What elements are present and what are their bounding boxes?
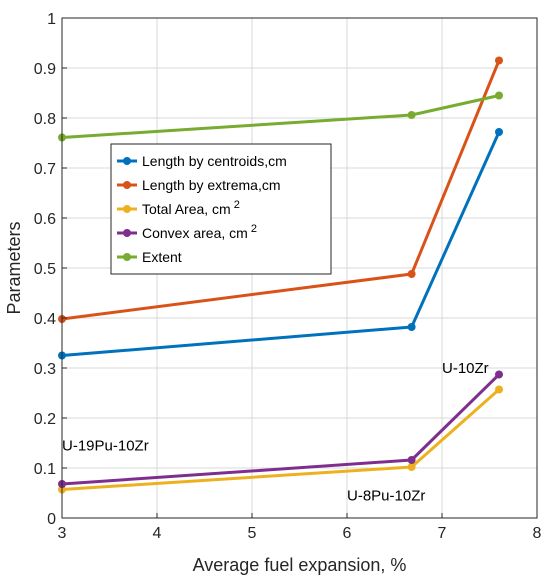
legend-item: Length by centroids,cm: [117, 153, 287, 169]
series-3: [58, 370, 503, 488]
data-point: [495, 128, 503, 136]
ticks: 3 4 5 6 7 8 0 0.1 0.2 0.3 0.4 0.5 0.6 0.7 0.8 0.9 1: [34, 11, 542, 542]
y-tick-label: 1: [47, 11, 56, 28]
y-tick-label: 0: [47, 511, 56, 528]
legend-label: Length by centroids,cm: [142, 153, 287, 169]
x-tick-label: 6: [343, 525, 352, 542]
x-tick-label: 8: [533, 525, 542, 542]
legend-label: Length by extrema,cm: [142, 177, 281, 193]
legend-label-text: Total Area, cm: [142, 201, 231, 217]
legend-item: Length by extrema,cm: [117, 177, 281, 193]
series-layer: [58, 56, 503, 494]
legend-label: Extent: [142, 249, 182, 265]
data-point: [407, 270, 416, 278]
series-4: [58, 91, 503, 142]
legend-swatch-marker: [123, 229, 131, 237]
legend-item: Total Area, cm 2: [117, 199, 240, 217]
x-tick-label: 4: [153, 525, 162, 542]
legend-item: Extent: [117, 249, 182, 265]
x-tick-label: 5: [248, 525, 257, 542]
y-tick-label: 0.3: [34, 361, 56, 378]
data-point: [495, 56, 503, 65]
legend-swatch-marker: [123, 205, 131, 213]
legend-label-superscript: 2: [251, 223, 257, 235]
legend-label-text: Extent: [142, 249, 182, 265]
data-point: [407, 111, 416, 119]
legend-label: Convex area, cm 2: [142, 223, 257, 241]
data-point: [495, 370, 503, 379]
legend-item: Convex area, cm 2: [117, 223, 257, 241]
legend-label-superscript: 2: [234, 199, 240, 211]
legend-swatch-marker: [123, 157, 131, 165]
x-tick-label: 7: [438, 525, 447, 542]
legend-label: Total Area, cm 2: [142, 199, 240, 217]
y-tick-label: 0.9: [34, 61, 56, 78]
annotation-label: U-8Pu-10Zr: [347, 488, 425, 505]
legend: Length by centroids,cm Length by extrema,…: [110, 143, 332, 275]
legend-swatch-marker: [123, 181, 131, 189]
annotation-label: U-19Pu-10Zr: [62, 438, 149, 455]
annotations: U-19Pu-10Zr U-8Pu-10Zr U-10Zr: [62, 360, 489, 505]
legend-swatch-marker: [123, 253, 131, 261]
data-point: [407, 463, 416, 471]
series-line: [61, 94, 500, 139]
y-tick-label: 0.7: [34, 161, 56, 178]
y-axis-label: Parameters: [4, 221, 24, 314]
y-tick-label: 0.6: [34, 211, 56, 228]
legend-label-text: Length by centroids,cm: [142, 153, 287, 169]
y-tick-label: 0.1: [34, 461, 56, 478]
annotation-label: U-10Zr: [442, 360, 489, 377]
y-tick-label: 0.2: [34, 411, 56, 428]
legend-label-text: Length by extrema,cm: [142, 177, 281, 193]
x-tick-label: 3: [58, 525, 67, 542]
y-tick-label: 0.5: [34, 261, 56, 278]
legend-box: [110, 143, 332, 275]
y-tick-label: 0.4: [34, 311, 56, 328]
y-tick-label: 0.8: [34, 111, 56, 128]
legend-label-text: Convex area, cm: [142, 225, 248, 241]
data-point: [495, 385, 503, 394]
x-axis-label: Average fuel expansion, %: [193, 555, 407, 575]
data-point: [495, 91, 503, 100]
data-point: [407, 323, 416, 331]
data-point: [407, 456, 416, 464]
